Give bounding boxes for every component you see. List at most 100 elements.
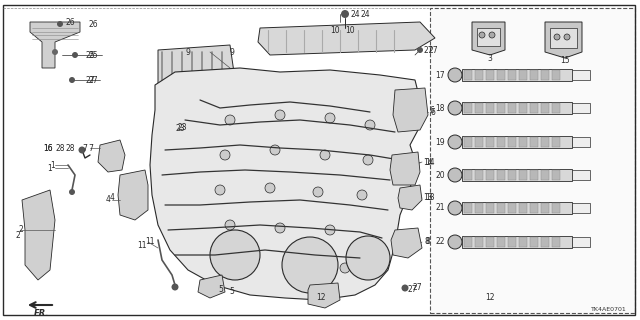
Text: 27: 27 [428, 45, 438, 54]
Bar [508, 237, 516, 247]
Text: 10: 10 [345, 26, 355, 35]
Text: 12: 12 [485, 293, 495, 302]
Circle shape [340, 263, 350, 273]
Polygon shape [158, 45, 238, 110]
Text: 27: 27 [412, 284, 422, 292]
Bar [519, 103, 527, 113]
Circle shape [72, 52, 78, 58]
Circle shape [479, 32, 485, 38]
Circle shape [215, 185, 225, 195]
Circle shape [325, 225, 335, 235]
Circle shape [564, 34, 570, 40]
Text: 7: 7 [83, 143, 88, 153]
Text: 15: 15 [560, 55, 570, 65]
Bar [552, 103, 560, 113]
Circle shape [220, 150, 230, 160]
Bar [475, 237, 483, 247]
Bar [464, 170, 472, 180]
Bar [552, 237, 560, 247]
Circle shape [363, 155, 373, 165]
Bar [486, 203, 494, 213]
Circle shape [79, 147, 86, 154]
Polygon shape [150, 68, 420, 300]
Bar [477, 28, 500, 46]
Bar [486, 103, 494, 113]
Bar [572, 170, 590, 180]
Text: 26: 26 [88, 20, 98, 28]
Text: 16: 16 [43, 143, 53, 153]
Circle shape [448, 101, 462, 115]
Circle shape [57, 21, 63, 27]
Circle shape [346, 236, 390, 280]
Bar [552, 137, 560, 147]
Text: 24: 24 [360, 10, 370, 19]
Bar [462, 102, 572, 114]
Bar [464, 70, 472, 80]
Circle shape [225, 115, 235, 125]
Text: 13: 13 [425, 194, 435, 203]
Bar [541, 170, 549, 180]
Circle shape [320, 150, 330, 160]
Bar [519, 70, 527, 80]
Bar [508, 103, 516, 113]
Bar [541, 237, 549, 247]
Text: 23: 23 [177, 123, 187, 132]
Bar [497, 203, 505, 213]
Bar [464, 237, 472, 247]
Text: TK4AE0701: TK4AE0701 [591, 307, 627, 312]
Text: 27: 27 [85, 76, 95, 84]
Text: 6: 6 [430, 108, 435, 116]
Text: 19: 19 [435, 138, 445, 147]
Circle shape [270, 145, 280, 155]
Bar [497, 70, 505, 80]
Bar [541, 137, 549, 147]
Text: 28: 28 [55, 143, 65, 153]
Polygon shape [308, 283, 340, 308]
Text: 20: 20 [435, 171, 445, 180]
Text: 25: 25 [85, 51, 95, 60]
Bar [475, 70, 483, 80]
Circle shape [52, 49, 58, 55]
Text: 25: 25 [88, 51, 98, 60]
Text: 27: 27 [407, 285, 417, 294]
Text: 26: 26 [65, 18, 75, 27]
Bar [508, 203, 516, 213]
Bar [519, 237, 527, 247]
Text: 27: 27 [88, 76, 98, 84]
Circle shape [225, 220, 235, 230]
Bar [475, 170, 483, 180]
Bar [497, 170, 505, 180]
Text: 14: 14 [423, 157, 433, 166]
Text: 23: 23 [175, 124, 184, 132]
Text: 3: 3 [488, 53, 492, 62]
Bar [519, 203, 527, 213]
Circle shape [401, 284, 408, 292]
Text: FR.: FR. [35, 308, 50, 317]
Bar [519, 137, 527, 147]
Bar [464, 103, 472, 113]
Text: 24: 24 [350, 10, 360, 19]
Text: 12: 12 [316, 293, 326, 302]
Circle shape [325, 113, 335, 123]
Text: 27: 27 [423, 45, 433, 54]
Text: 7: 7 [88, 143, 93, 153]
Text: 4: 4 [110, 194, 115, 203]
Bar [572, 237, 590, 247]
Circle shape [69, 189, 75, 195]
Polygon shape [390, 152, 420, 185]
Bar [462, 169, 572, 181]
Bar [572, 137, 590, 147]
Bar [530, 203, 538, 213]
Polygon shape [118, 170, 148, 220]
Bar [486, 137, 494, 147]
Circle shape [69, 77, 75, 83]
Text: 1: 1 [47, 164, 52, 172]
Bar [530, 170, 538, 180]
Bar [530, 103, 538, 113]
Bar [462, 236, 572, 248]
Text: 18: 18 [435, 103, 445, 113]
Text: 5: 5 [218, 285, 223, 294]
Bar [541, 203, 549, 213]
Circle shape [210, 230, 260, 280]
Circle shape [290, 263, 300, 273]
